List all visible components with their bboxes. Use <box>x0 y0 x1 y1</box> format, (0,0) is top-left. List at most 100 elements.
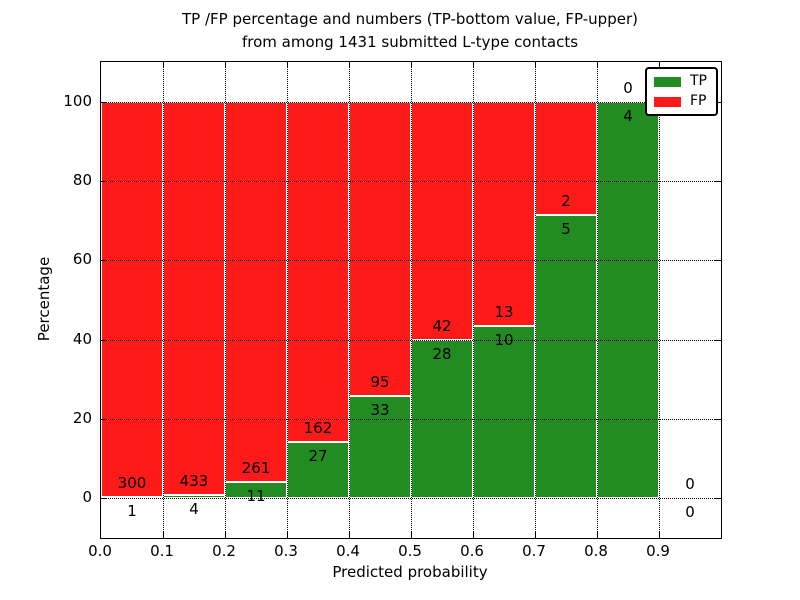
tp-count-label: 0 <box>685 503 695 522</box>
x-tick <box>349 532 350 538</box>
fp-count-label: 300 <box>117 474 147 492</box>
gridline-x <box>349 62 350 538</box>
x-tick-top <box>473 62 474 68</box>
bar-tp-segment <box>473 325 535 499</box>
gridline-x <box>225 62 226 538</box>
x-tick-label: 0.5 <box>398 542 422 560</box>
tp-count-label: 27 <box>308 446 328 465</box>
fp-count-label: 2 <box>561 192 571 210</box>
x-tick-label: 0.1 <box>150 542 174 560</box>
y-tick <box>101 498 107 500</box>
bar-fp-segment <box>411 101 473 340</box>
fp-count-label: 95 <box>370 373 390 392</box>
bar-fp-segment <box>225 101 287 483</box>
bar-tp-segment <box>287 441 349 499</box>
x-tick-label: 0.8 <box>584 542 608 560</box>
legend-item: FP <box>654 94 707 109</box>
gridline-x <box>659 62 660 538</box>
y-tick <box>101 181 107 182</box>
fp-count-label: 0 <box>623 78 633 97</box>
x-tick-top <box>597 62 598 68</box>
x-tick <box>659 532 660 538</box>
fp-count-label: 162 <box>303 418 333 437</box>
y-tick-right <box>715 419 721 420</box>
bar-fp-segment <box>473 101 535 326</box>
y-tick <box>101 101 107 103</box>
legend-item-label: TP <box>690 73 707 89</box>
bar-tp-segment <box>597 101 659 499</box>
y-tick <box>101 339 107 341</box>
gridline-x <box>473 62 474 538</box>
x-tick <box>163 532 164 538</box>
tp-count-label: 1 <box>127 502 137 520</box>
gridline-x <box>597 62 598 538</box>
tp-swatch-icon <box>654 76 681 87</box>
x-tick-label: 0.4 <box>336 542 360 560</box>
tp-count-label: 4 <box>623 106 633 125</box>
x-tick-label: 0.0 <box>88 542 112 560</box>
y-tick-label: 80 <box>72 171 92 189</box>
plot-area: TP FP 300 1 433 4 261 11 162 27 95 33 42 28 13 10 2 5 0 4 0… <box>100 61 722 539</box>
x-axis-label: Predicted probability <box>332 563 488 581</box>
x-tick-label: 0.6 <box>460 542 484 560</box>
x-tick <box>535 532 536 538</box>
y-tick <box>101 260 107 262</box>
y-axis-label: Percentage <box>35 256 53 342</box>
gridline-x <box>411 62 412 538</box>
bar-tp-segment <box>349 396 411 499</box>
x-tick <box>473 532 474 538</box>
x-tick-label: 0.7 <box>522 542 546 560</box>
gridline-x <box>287 62 288 538</box>
y-tick-label: 40 <box>72 329 92 348</box>
fp-swatch-icon <box>654 96 681 107</box>
chart-title-line2: from among 1431 submitted L-type contact… <box>241 33 579 51</box>
fp-count-label: 13 <box>494 302 514 321</box>
legend-item-label: FP <box>690 93 707 109</box>
tp-count-label: 10 <box>494 330 514 349</box>
x-tick <box>597 532 598 538</box>
gridline-x <box>535 62 536 538</box>
x-tick-top <box>411 62 412 68</box>
bar-fp-segment <box>535 101 597 215</box>
chart-title: TP /FP percentage and numbers (TP-bottom… <box>100 8 720 54</box>
y-tick-label: 60 <box>72 250 92 269</box>
x-tick-label: 0.2 <box>212 542 236 560</box>
x-tick <box>287 532 288 538</box>
bar-fp-segment <box>349 101 411 397</box>
tp-count-label: 33 <box>370 401 390 420</box>
legend: TP FP <box>645 67 718 116</box>
fp-count-label: 433 <box>179 471 209 490</box>
chart-title-line1: TP /FP percentage and numbers (TP-bottom… <box>182 10 638 28</box>
legend-item: TP <box>654 74 707 89</box>
y-tick-right <box>715 339 721 341</box>
x-tick-label: 0.9 <box>646 542 670 560</box>
bar-fp-segment <box>163 101 225 495</box>
y-tick-label: 100 <box>63 91 92 110</box>
bar-fp-segment <box>101 101 163 497</box>
tp-count-label: 28 <box>432 344 452 363</box>
y-tick-label: 20 <box>72 409 92 427</box>
tp-count-label: 5 <box>561 220 571 238</box>
y-tick-right <box>715 101 721 103</box>
y-tick-right <box>715 498 721 500</box>
fp-count-label: 261 <box>241 459 271 478</box>
x-tick-top <box>659 62 660 68</box>
y-tick <box>101 419 107 420</box>
fp-count-label: 42 <box>432 316 452 335</box>
x-tick-top <box>287 62 288 68</box>
y-tick-right <box>715 181 721 182</box>
bar-fp-segment <box>287 101 349 442</box>
x-tick-top <box>225 62 226 68</box>
x-tick <box>411 532 412 538</box>
y-tick-label: 0 <box>82 488 92 507</box>
tp-count-label: 11 <box>246 487 266 506</box>
x-tick-label: 0.3 <box>274 542 298 560</box>
bar-tp-segment <box>535 215 597 499</box>
y-tick-right <box>715 260 721 262</box>
tp-count-label: 4 <box>189 499 199 518</box>
x-tick-top <box>163 62 164 68</box>
x-tick-top <box>349 62 350 68</box>
x-tick <box>225 532 226 538</box>
gridline-x <box>163 62 164 538</box>
